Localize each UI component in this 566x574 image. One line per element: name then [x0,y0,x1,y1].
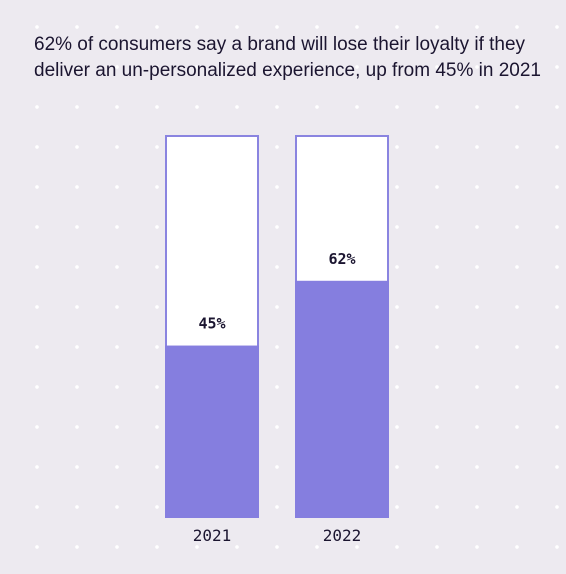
x-tick-label-2022: 2022 [323,526,362,545]
data-label-2021: 45% [198,315,225,333]
bar-2021 [165,345,259,518]
chart-title: 62% of consumers say a brand will lose t… [34,34,541,81]
bar-2022 [295,280,389,518]
data-label-2022: 62% [328,250,355,268]
x-tick-label-2021: 2021 [193,526,232,545]
